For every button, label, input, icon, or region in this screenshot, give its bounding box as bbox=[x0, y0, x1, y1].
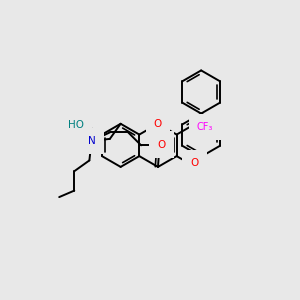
Text: O: O bbox=[191, 158, 199, 168]
Text: O: O bbox=[157, 140, 165, 150]
Text: HO: HO bbox=[68, 120, 84, 130]
Text: O: O bbox=[154, 119, 162, 129]
Text: CF₃: CF₃ bbox=[196, 122, 213, 132]
Text: N: N bbox=[88, 136, 95, 146]
